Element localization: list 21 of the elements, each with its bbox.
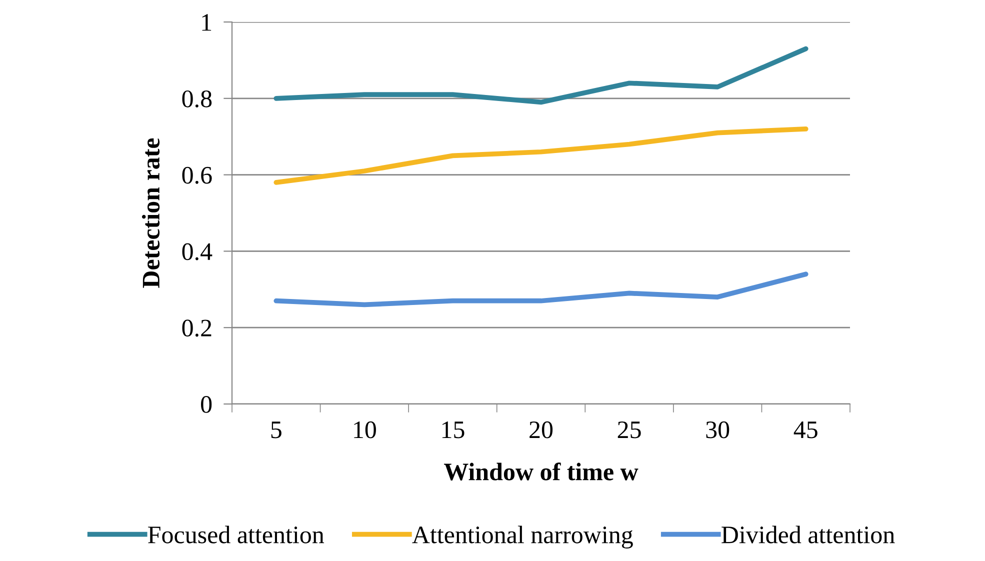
legend-label: Divided attention bbox=[722, 526, 895, 544]
y-tick-label: 1 bbox=[202, 14, 212, 31]
legend-label: Attentional narrowing bbox=[412, 526, 633, 548]
x-tick-label: 30 bbox=[706, 421, 730, 438]
y-tick-label: 0.4 bbox=[182, 243, 212, 260]
x-tick-label: 10 bbox=[354, 421, 376, 438]
line-series bbox=[274, 126, 808, 185]
x-tick-label: 20 bbox=[530, 421, 553, 438]
x-tick-label: 25 bbox=[618, 421, 641, 438]
x-tick-label: 45 bbox=[794, 422, 818, 438]
y-axis-title: Detection rate bbox=[142, 138, 160, 288]
x-tick-label: 5 bbox=[271, 422, 282, 438]
x-tick-label: 15 bbox=[442, 422, 464, 438]
y-tick-label: 0 bbox=[201, 396, 212, 413]
line-series bbox=[274, 46, 808, 105]
y-tick-label: 0.8 bbox=[182, 90, 212, 108]
line-series bbox=[274, 272, 808, 308]
y-tick-label: 0.2 bbox=[182, 320, 212, 337]
legend-label: Focused attention bbox=[148, 526, 324, 544]
y-tick-label: 0.6 bbox=[182, 166, 212, 184]
x-axis-title: Window of time w bbox=[444, 462, 638, 481]
